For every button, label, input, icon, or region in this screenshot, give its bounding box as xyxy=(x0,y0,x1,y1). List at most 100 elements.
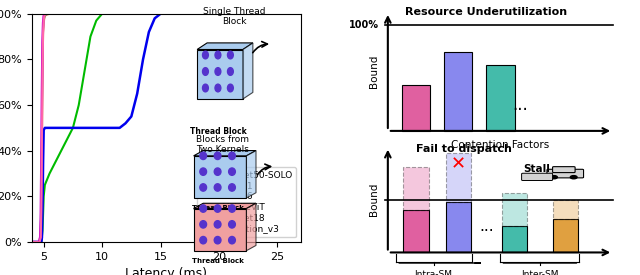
Bar xyxy=(403,210,429,252)
VGG16 xyxy=(40,128,47,132)
Circle shape xyxy=(570,176,577,179)
Inception_v3 xyxy=(297,12,305,15)
Text: ✕: ✕ xyxy=(451,155,466,173)
Circle shape xyxy=(200,168,207,175)
Text: Inter-SM
Contention Factors: Inter-SM Contention Factors xyxy=(497,270,582,275)
Inception_v3 xyxy=(42,12,49,15)
Circle shape xyxy=(214,205,221,212)
Polygon shape xyxy=(193,203,256,208)
Text: Thread Block: Thread Block xyxy=(191,205,244,211)
Circle shape xyxy=(202,51,209,59)
Circle shape xyxy=(200,236,207,244)
MobileViT xyxy=(38,58,46,61)
Circle shape xyxy=(214,236,221,244)
Circle shape xyxy=(214,168,221,175)
VGG16 xyxy=(145,30,153,34)
VGG16 xyxy=(133,92,141,95)
Circle shape xyxy=(228,168,236,175)
Inception_v3 xyxy=(36,240,44,244)
VGG11 xyxy=(63,138,71,141)
Circle shape xyxy=(215,84,221,92)
Circle shape xyxy=(228,152,236,160)
VGG11 xyxy=(99,12,106,15)
VGG11 xyxy=(45,172,53,175)
ResNet50-SOLO xyxy=(38,229,45,232)
Text: Stall: Stall xyxy=(524,164,550,174)
Polygon shape xyxy=(246,203,256,251)
MobileViT xyxy=(44,12,51,15)
Text: Bound: Bound xyxy=(369,183,379,216)
ResNet50-SOLO xyxy=(45,12,53,15)
VGG11 xyxy=(297,12,305,15)
Line: MobileViT: MobileViT xyxy=(32,14,301,242)
Circle shape xyxy=(200,205,207,212)
Polygon shape xyxy=(246,151,256,198)
VGG16 xyxy=(28,240,36,244)
Polygon shape xyxy=(197,43,253,50)
Circle shape xyxy=(228,205,236,212)
ResNet50-SOLO xyxy=(41,14,49,18)
MobileViT xyxy=(41,14,49,18)
VGG16 xyxy=(116,126,124,130)
Polygon shape xyxy=(243,43,253,99)
ResNet18 xyxy=(28,240,36,244)
Circle shape xyxy=(215,68,221,75)
ResNet50-SOLO xyxy=(40,21,47,24)
VGG16 xyxy=(127,115,135,118)
VGG11 xyxy=(58,149,65,152)
Line: Inception_v3: Inception_v3 xyxy=(32,14,301,242)
VGG16 xyxy=(139,58,147,61)
Circle shape xyxy=(200,152,207,160)
FancyBboxPatch shape xyxy=(193,156,246,198)
Text: ...: ... xyxy=(512,95,528,114)
VGG16 xyxy=(38,236,46,239)
ResNet50-SOLO xyxy=(39,30,47,34)
Line: VGG16: VGG16 xyxy=(32,14,301,242)
X-axis label: Latency (ms): Latency (ms) xyxy=(125,267,207,275)
Bar xyxy=(486,65,515,131)
Inception_v3 xyxy=(28,240,36,244)
ResNet18 xyxy=(36,236,44,239)
VGG11 xyxy=(41,183,49,186)
Text: Thread Block: Thread Block xyxy=(191,258,244,264)
Circle shape xyxy=(227,84,234,92)
VGG11 xyxy=(75,103,83,107)
Bar xyxy=(552,200,578,219)
Line: ResNet18: ResNet18 xyxy=(32,14,301,242)
Inception_v3 xyxy=(38,69,46,72)
FancyBboxPatch shape xyxy=(547,169,584,178)
Polygon shape xyxy=(193,151,256,156)
Circle shape xyxy=(200,184,207,191)
Circle shape xyxy=(227,68,234,75)
ResNet50-SOLO xyxy=(297,12,305,15)
ResNet50-SOLO xyxy=(42,13,50,16)
Text: Contention Factors: Contention Factors xyxy=(451,140,550,150)
ResNet18 xyxy=(297,12,305,15)
VGG11 xyxy=(28,240,36,244)
Bar xyxy=(445,202,471,252)
Circle shape xyxy=(228,221,236,228)
ResNet50-SOLO xyxy=(36,240,44,244)
Inception_v3 xyxy=(38,138,46,141)
ResNet50-SOLO xyxy=(28,240,36,244)
Text: ...: ... xyxy=(479,219,493,233)
Text: Intra-SM
Contention Factors: Intra-SM Contention Factors xyxy=(390,270,476,275)
Bar xyxy=(552,219,578,252)
MobileViT xyxy=(36,233,44,237)
VGG16 xyxy=(38,240,45,244)
VGG16 xyxy=(41,126,49,130)
ResNet50-SOLO xyxy=(38,69,46,72)
VGG16 xyxy=(151,17,159,20)
Line: VGG11: VGG11 xyxy=(32,14,301,242)
ResNet18 xyxy=(38,40,46,43)
MobileViT xyxy=(38,195,45,198)
Circle shape xyxy=(215,51,221,59)
VGG11 xyxy=(38,229,46,232)
FancyBboxPatch shape xyxy=(552,167,575,173)
Line: ResNet50-SOLO: ResNet50-SOLO xyxy=(32,14,301,242)
ResNet18 xyxy=(40,13,48,16)
Inception_v3 xyxy=(37,236,45,239)
Bar xyxy=(445,153,471,202)
Text: Blocks from
Two Kernels: Blocks from Two Kernels xyxy=(196,135,249,154)
FancyBboxPatch shape xyxy=(197,50,243,99)
